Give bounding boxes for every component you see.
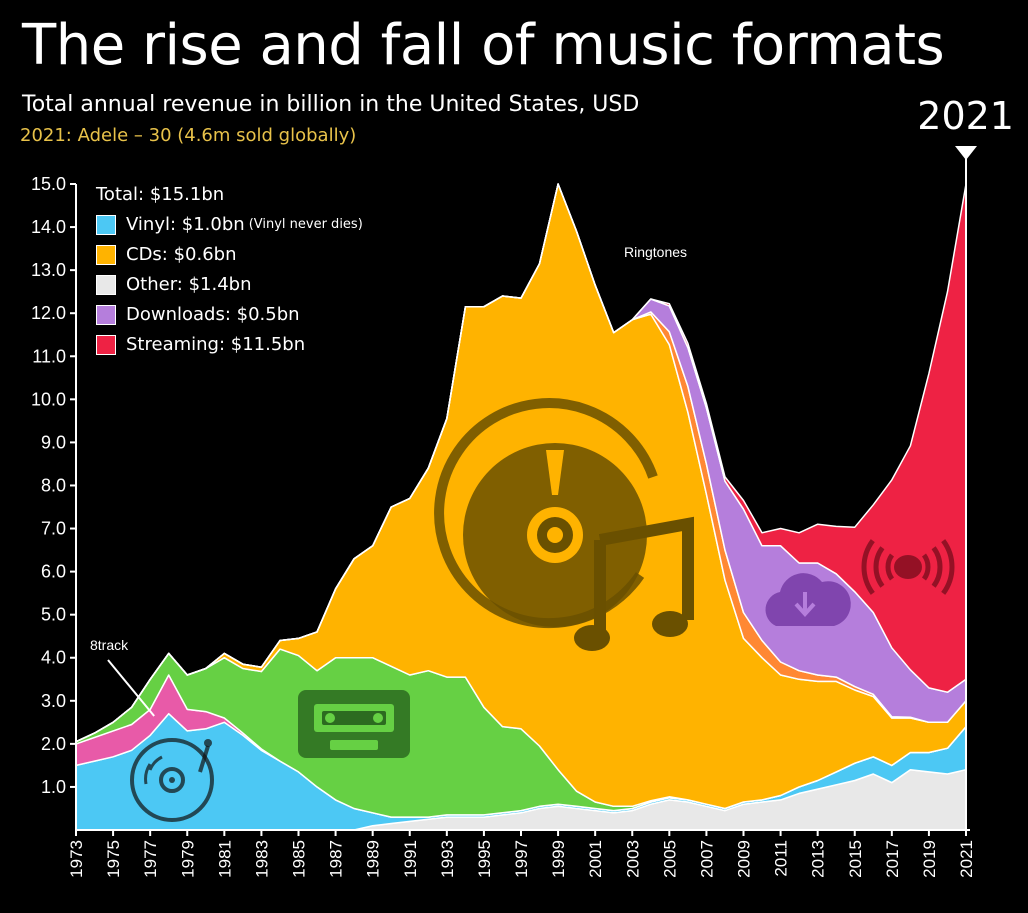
- x-tick-label: 1993: [438, 840, 457, 878]
- vinyl-record-icon: [130, 738, 214, 822]
- x-tick-label: 2007: [697, 840, 716, 878]
- y-tick-label: 8.0: [41, 475, 66, 495]
- y-tick-label: 15.0: [31, 174, 66, 194]
- x-tick-label: 1979: [178, 840, 197, 878]
- legend-label: Streaming: $11.5bn: [126, 334, 306, 355]
- x-tick-label: 1989: [364, 840, 383, 878]
- x-tick-label: 1995: [475, 840, 494, 878]
- legend-swatch: [96, 245, 116, 265]
- chart-axes: 15.0 14.0 13.0 12.0 11.0 10.0 9.0 8.0 7.0 6.0 5.0 4…: [31, 146, 977, 878]
- y-tick-label: 7.0: [41, 519, 66, 539]
- y-tick-label: 4.0: [41, 648, 66, 668]
- legend-swatch: [96, 275, 116, 295]
- x-tick-label: 2009: [735, 840, 754, 878]
- format-icons: [130, 398, 955, 822]
- x-tick-label: 2001: [586, 840, 605, 878]
- y-tick-label: 9.0: [41, 432, 66, 452]
- cd-music-icon: [434, 398, 694, 651]
- y-tick-label: 6.0: [41, 562, 66, 582]
- legend-item-other: Other: $1.4bn: [96, 270, 363, 300]
- annotation-ringtones: Ringtones: [624, 244, 687, 260]
- y-tick-label: 10.0: [31, 389, 66, 409]
- y-tick-label: 13.0: [31, 260, 66, 280]
- legend-item-cds: CDs: $0.6bn: [96, 240, 363, 270]
- legend-total: Total: $15.1bn: [96, 184, 225, 205]
- legend-swatch: [96, 305, 116, 325]
- x-tick-label: 2021: [957, 840, 976, 878]
- x-tick-label: 1999: [549, 840, 568, 878]
- x-tick-label: 1977: [141, 840, 160, 878]
- x-tick-label: 2019: [920, 840, 939, 878]
- x-tick-label: 2013: [809, 840, 828, 878]
- legend-note: (Vinyl never dies): [248, 217, 363, 232]
- legend-label: CDs: $0.6bn: [126, 244, 237, 265]
- annotation-8track-pointer: [107, 659, 155, 717]
- legend-swatch: [96, 215, 116, 235]
- x-tick-label: 1997: [512, 840, 531, 878]
- x-tick-label: 2011: [772, 840, 791, 877]
- y-tick-label: 2.0: [41, 734, 66, 754]
- chart-subtitle: Total annual revenue in billion in the U…: [22, 92, 640, 117]
- annotation-8track: 8track: [90, 637, 129, 653]
- legend-label: Vinyl: $1.0bn: [126, 214, 245, 235]
- legend-swatch: [96, 335, 116, 355]
- legend-item-downloads: Downloads: $0.5bn: [96, 300, 363, 330]
- x-tick-label: 1981: [215, 840, 234, 878]
- y-tick-label: 11.0: [32, 346, 66, 366]
- x-tick-label: 1991: [401, 840, 420, 878]
- x-tick-label: 1985: [290, 840, 309, 878]
- y-tick-label: 1.0: [41, 777, 66, 797]
- legend-label: Downloads: $0.5bn: [126, 304, 300, 325]
- y-tick-label: 14.0: [31, 217, 66, 237]
- x-tick-label: 1975: [104, 840, 123, 878]
- x-tick-label: 2017: [883, 840, 902, 878]
- x-tick-label: 1973: [67, 840, 86, 878]
- streaming-broadcast-icon: [861, 539, 955, 595]
- chart-legend: Total: $15.1bn Vinyl: $1.0bn (Vinyl never…: [96, 180, 363, 360]
- x-tick-label: 2015: [846, 840, 865, 878]
- x-tick-label: 1983: [252, 840, 271, 878]
- legend-label: Other: $1.4bn: [126, 274, 252, 295]
- x-tick-label: 2003: [623, 840, 642, 878]
- cassette-icon: [298, 690, 410, 758]
- marker-triangle-icon: [955, 146, 977, 160]
- y-tick-label: 12.0: [31, 303, 66, 323]
- chart-note: 2021: Adele – 30 (4.6m sold globally): [20, 125, 357, 146]
- chart-annotations: 8track Ringtones: [90, 244, 687, 717]
- y-tick-label: 5.0: [41, 605, 66, 625]
- x-tick-label: 2005: [660, 840, 679, 878]
- current-year-label: 2021: [917, 94, 1014, 138]
- cloud-download-icon: [765, 573, 851, 626]
- page-title: The rise and fall of music formats: [22, 13, 945, 78]
- legend-item-vinyl: Vinyl: $1.0bn (Vinyl never dies): [96, 210, 363, 240]
- x-tick-label: 1987: [327, 840, 346, 878]
- legend-item-streaming: Streaming: $11.5bn: [96, 330, 363, 360]
- y-tick-label: 3.0: [41, 691, 66, 711]
